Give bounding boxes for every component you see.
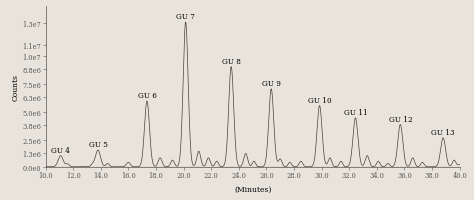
Text: GU 7: GU 7 [176,13,195,21]
Text: GU 13: GU 13 [431,129,455,136]
Text: GU 9: GU 9 [262,80,281,88]
Text: GU 11: GU 11 [344,109,367,117]
X-axis label: (Minutes): (Minutes) [234,185,271,193]
Text: GU 8: GU 8 [222,58,241,66]
Text: GU 10: GU 10 [308,96,331,104]
Text: GU 6: GU 6 [137,92,156,100]
Y-axis label: Counts: Counts [12,74,20,101]
Text: GU 12: GU 12 [389,115,412,123]
Text: GU 4: GU 4 [51,146,70,154]
Text: GU 5: GU 5 [89,141,108,149]
